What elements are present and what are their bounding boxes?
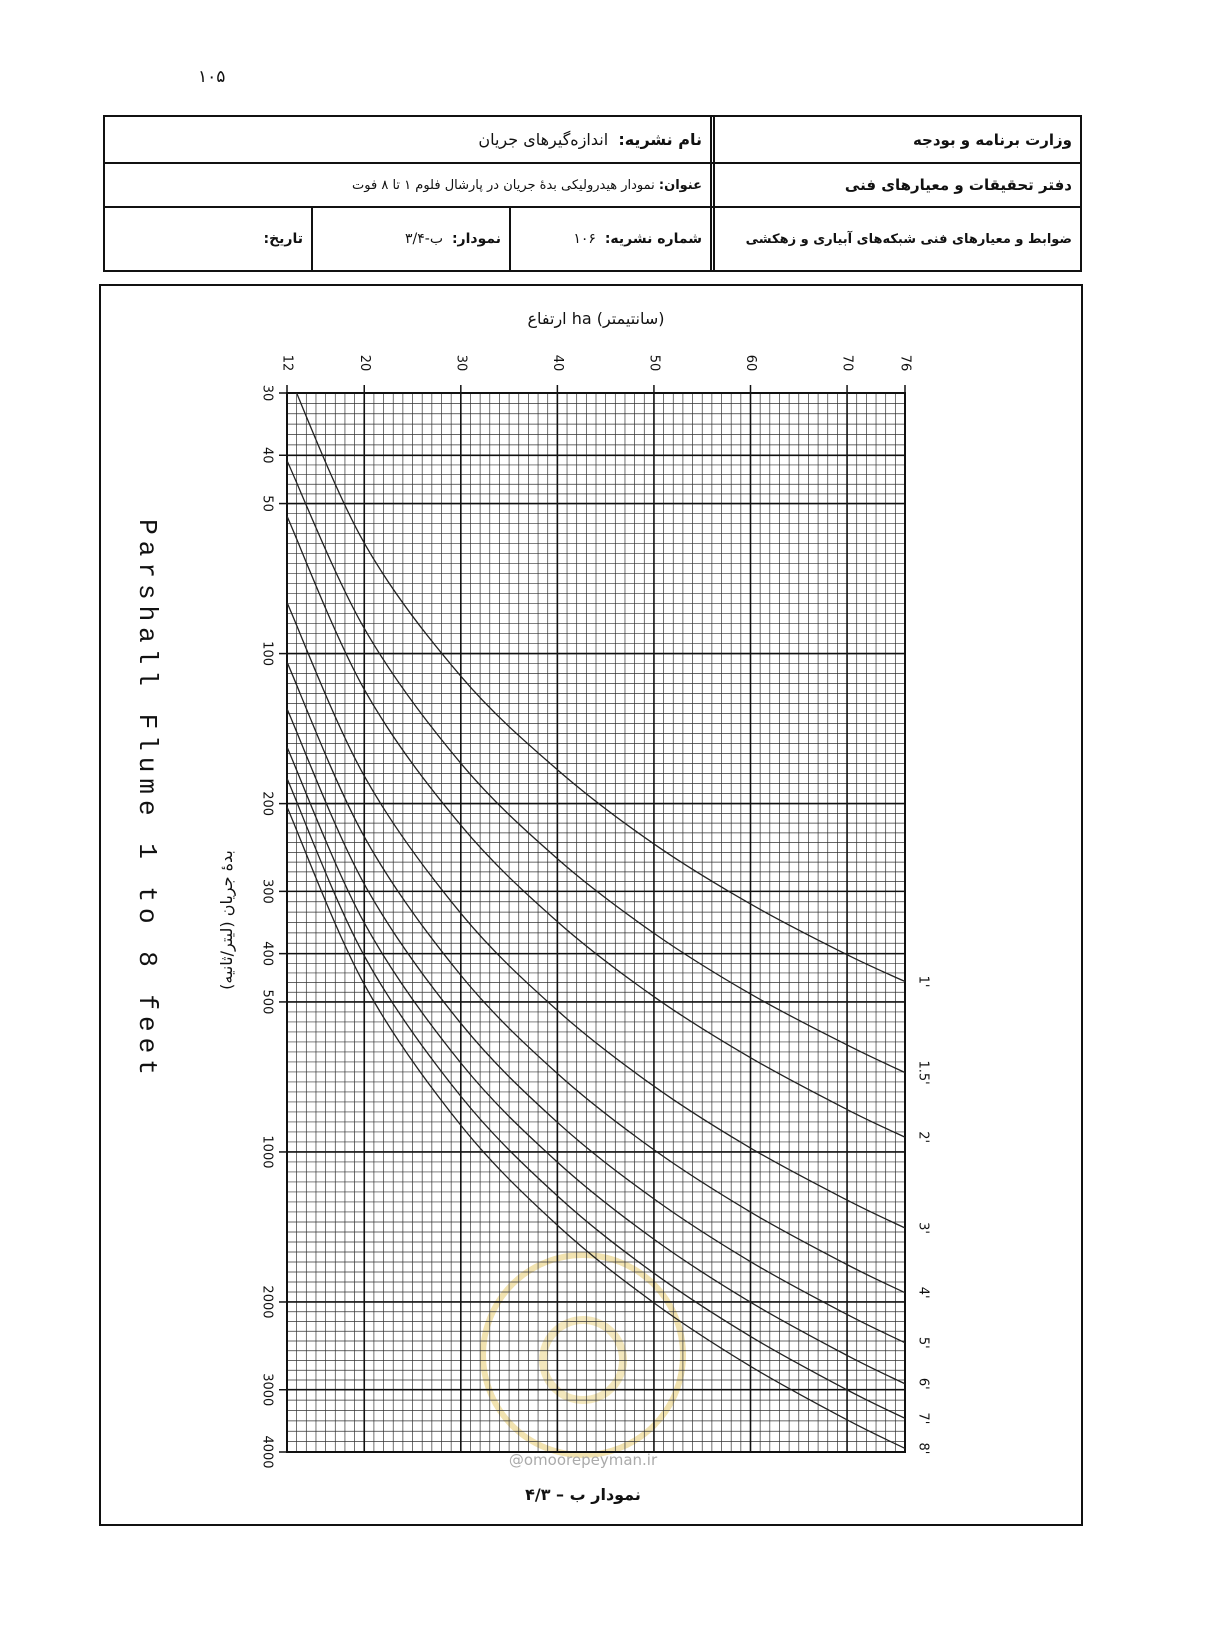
curve [287,806,905,1450]
curves [287,393,905,1450]
publication-number: شماره نشریه: ۱۰۶ [511,208,710,270]
curve-label: 2' [916,1131,931,1143]
curve-label: 5' [916,1337,931,1349]
y-tick-label: 400 [260,941,275,966]
x-tick-label: 76 [898,355,913,372]
row-divider [103,206,1082,208]
curve-label: 4' [916,1287,931,1299]
x-tick-label: 50 [646,355,661,372]
subject: عنوان: نمودار هیدرولیکی بدهٔ جریان در پا… [105,164,710,206]
curve [287,778,905,1419]
y-tick-label: 50 [260,495,275,512]
label: عنوان: [658,177,702,193]
label: شماره نشریه: [604,231,702,247]
y-tick-label: 30 [260,385,275,402]
caption: نمودار ب – ۴/۳ [525,1485,641,1504]
curve [287,460,905,1074]
y-tick-label: 3000 [260,1373,275,1406]
curve [287,515,905,1138]
curve [295,393,905,983]
value: اندازه‌گیرهای جریان [478,130,609,149]
x-tick-label: 40 [550,355,565,372]
curve-label: 1' [916,976,931,988]
standard: ضوابط و معیارهای فنی شبکه‌های آبیاری و ز… [745,231,1072,247]
x-tick-label: 12 [280,355,295,372]
value: نمودار هیدرولیکی بدهٔ جریان در پارشال فل… [352,177,655,193]
x-tick-label: 20 [357,355,372,372]
ministry: وزارت برنامه و بودجه [912,130,1072,149]
curve-label: 1.5' [916,1060,931,1084]
curve-label: 3' [916,1222,931,1234]
curve-label: 6' [916,1378,931,1390]
y-tick-label: 100 [260,641,275,666]
column-divider [710,115,715,272]
plot-frame [286,392,906,1453]
row-divider [103,162,1082,164]
x-tick-label: 30 [453,355,468,372]
curve [287,708,905,1344]
watermark: @omoorepeyman.ir [509,1451,658,1469]
value: ۱۰۶ [573,231,596,247]
chart-number: نمودار: ب-۳/۴ [313,208,509,270]
page-number: ۱۰۵ [198,67,226,87]
y-axis-label: بدهٔ جریان (لیتر/ثانیه) [217,850,237,990]
y-tick-label: 500 [260,990,275,1015]
curve-label: 8' [916,1443,931,1455]
y-tick-label: 200 [260,791,275,816]
header-table [103,115,1082,272]
date: تاریخ: [263,231,303,247]
curve [287,602,905,1229]
x-tick-label: 60 [743,355,758,372]
curve [287,746,905,1385]
cell-divider [311,206,313,272]
watermark-logo [480,1252,686,1458]
y-tick-label: 2000 [260,1285,275,1318]
cell-divider [509,206,511,272]
curve [287,661,905,1294]
curve-label: 7' [916,1412,931,1424]
chart-frame [99,284,1083,1526]
x-axis-label: ارتفاع ha (سانتیمتر) [527,309,664,329]
y-tick-label: 4000 [260,1435,275,1468]
chart-title: Parshall Flume 1 to 8 feet [132,519,162,1081]
y-tick-label: 300 [260,879,275,904]
y-tick-label: 1000 [260,1135,275,1168]
watermark-logo [539,1316,627,1404]
publication-name: نام نشریه: اندازه‌گیرهای جریان [105,117,710,162]
label: نمودار: [451,231,501,247]
x-tick-label: 70 [840,355,855,372]
y-tick-label: 40 [260,447,275,464]
value: ب-۳/۴ [405,231,444,247]
label: نام نشریه: [618,130,702,149]
office: دفتر تحقیقات و معیارهای فنی [844,176,1072,194]
